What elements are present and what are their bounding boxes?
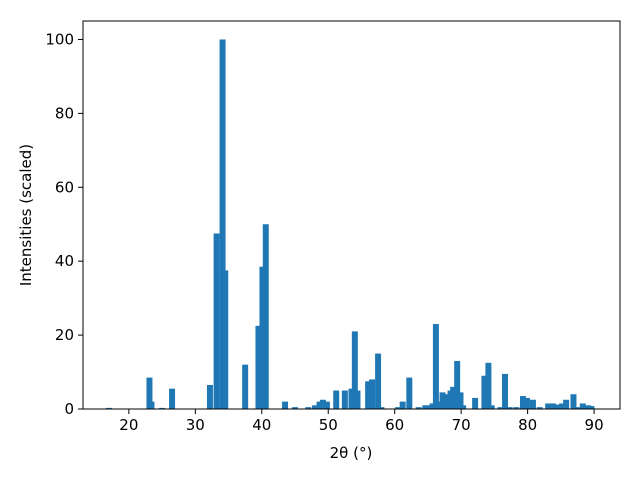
y-axis-label: Intensities (scaled) bbox=[17, 144, 35, 286]
bar bbox=[585, 405, 592, 409]
bar bbox=[460, 405, 467, 409]
bar bbox=[549, 403, 556, 409]
bar bbox=[442, 394, 449, 409]
bar bbox=[545, 403, 552, 409]
axes-frame bbox=[82, 20, 621, 410]
bar bbox=[169, 388, 176, 409]
bar bbox=[422, 405, 429, 409]
bar bbox=[292, 407, 298, 409]
bar bbox=[282, 401, 289, 409]
y-tick-label: 0 bbox=[64, 400, 74, 418]
bar bbox=[536, 407, 543, 409]
bar bbox=[319, 399, 326, 409]
bar bbox=[457, 392, 464, 409]
bar bbox=[148, 401, 155, 409]
bar bbox=[485, 362, 492, 409]
bar bbox=[354, 390, 361, 409]
bar bbox=[375, 353, 382, 409]
bar bbox=[506, 407, 513, 409]
bar bbox=[454, 360, 461, 409]
bar bbox=[406, 377, 413, 409]
bar bbox=[559, 403, 566, 409]
x-tick-label: 70 bbox=[452, 416, 471, 434]
bar bbox=[450, 386, 457, 409]
bar bbox=[105, 407, 112, 409]
bar bbox=[323, 401, 330, 409]
bar bbox=[305, 407, 312, 409]
bar bbox=[333, 390, 340, 409]
x-tick-label: 40 bbox=[252, 416, 271, 434]
bar bbox=[435, 401, 442, 409]
bar bbox=[481, 375, 488, 409]
bar bbox=[488, 405, 495, 409]
bar bbox=[341, 390, 348, 409]
bar bbox=[502, 373, 509, 409]
bar bbox=[369, 379, 376, 409]
bar bbox=[219, 39, 226, 409]
x-tick-label: 50 bbox=[319, 416, 338, 434]
bar bbox=[395, 407, 402, 409]
bar bbox=[348, 388, 355, 409]
bar bbox=[159, 407, 166, 409]
bar bbox=[432, 324, 439, 409]
x-tick-label: 80 bbox=[518, 416, 537, 434]
bar bbox=[213, 233, 220, 409]
bar bbox=[519, 396, 526, 409]
y-tick-label: 40 bbox=[55, 252, 74, 270]
bar bbox=[242, 364, 249, 409]
bar bbox=[439, 392, 446, 409]
bar bbox=[513, 407, 520, 409]
y-tick-label: 20 bbox=[55, 326, 74, 344]
bar bbox=[472, 397, 479, 409]
bar bbox=[259, 266, 266, 409]
bar bbox=[563, 399, 570, 409]
x-axis-label: 2θ (°) bbox=[330, 444, 373, 462]
bar bbox=[365, 381, 372, 409]
bar bbox=[523, 397, 530, 409]
bar bbox=[529, 399, 536, 409]
x-tick-label: 20 bbox=[119, 416, 138, 434]
bar bbox=[574, 407, 581, 409]
bar bbox=[570, 394, 577, 409]
bar bbox=[579, 403, 586, 409]
bar bbox=[222, 270, 229, 409]
bar bbox=[316, 401, 323, 409]
bar bbox=[497, 407, 504, 409]
bar bbox=[206, 384, 213, 409]
x-tick-label: 90 bbox=[585, 416, 604, 434]
y-tick-label: 60 bbox=[55, 178, 74, 196]
bar bbox=[146, 377, 153, 409]
bar bbox=[415, 407, 422, 409]
bar bbox=[588, 406, 595, 409]
bar bbox=[378, 407, 385, 409]
bar bbox=[426, 405, 433, 409]
bar bbox=[262, 224, 269, 409]
y-tick-label: 80 bbox=[55, 104, 74, 122]
bar bbox=[255, 325, 262, 409]
bar bbox=[399, 401, 406, 409]
x-tick-label: 60 bbox=[385, 416, 404, 434]
bar bbox=[429, 403, 436, 409]
bar bbox=[311, 405, 318, 409]
bar bbox=[351, 331, 358, 409]
bar bbox=[554, 404, 561, 409]
y-tick-label: 100 bbox=[45, 30, 74, 48]
x-tick-label: 30 bbox=[186, 416, 205, 434]
